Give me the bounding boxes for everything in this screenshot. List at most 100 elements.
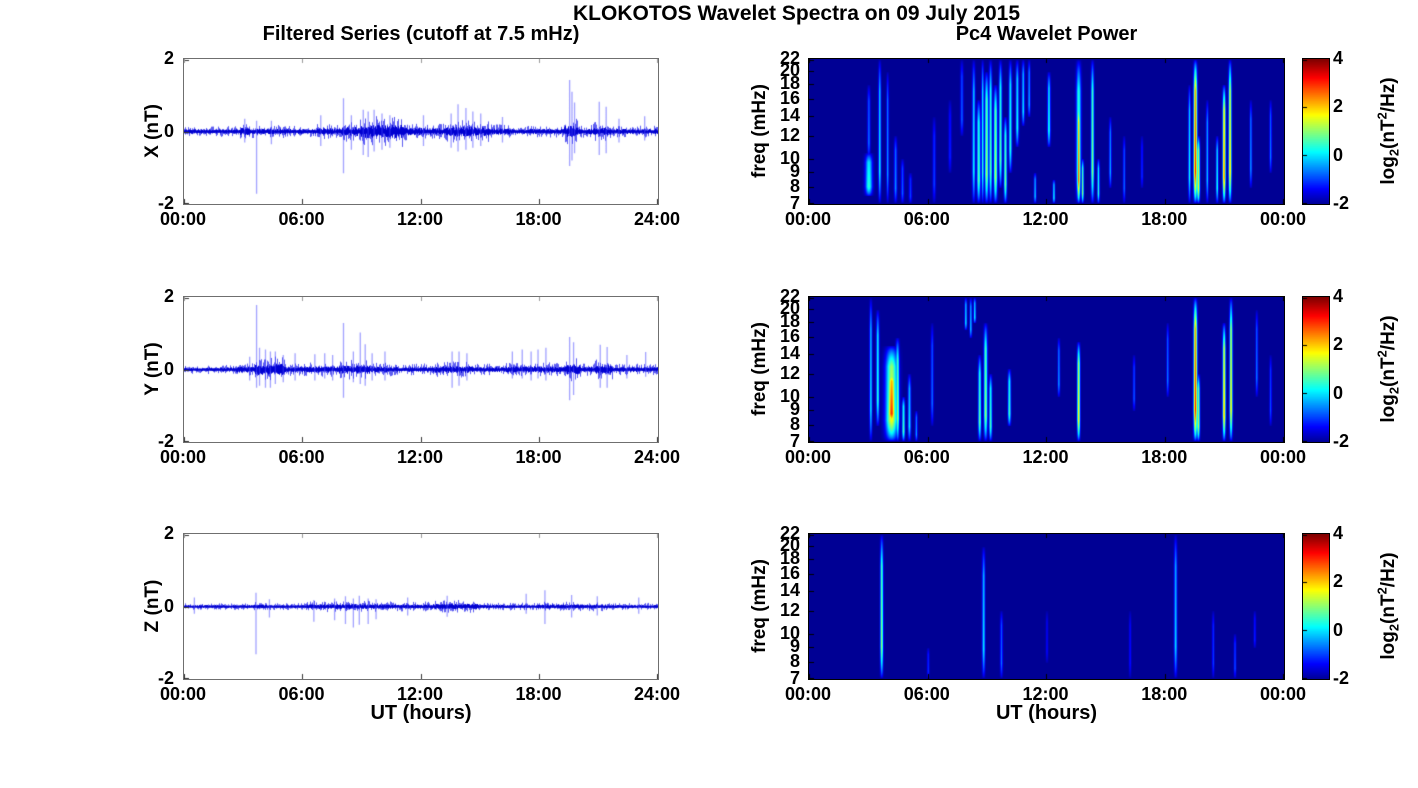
freq-tick-label: 16 xyxy=(779,88,800,109)
ut-hours-label-left: UT (hours) xyxy=(370,702,472,724)
spectrogram-plot-y xyxy=(808,296,1285,443)
time-axis-ticks-right-x: 00:00 06:00 12:00 18:00 00:00 xyxy=(785,209,1306,231)
freq-tick-label: 16 xyxy=(779,563,800,584)
timeseries-plot-y xyxy=(183,296,659,443)
time-tick-label: 00:00 xyxy=(159,684,207,704)
time-tick-label: 00:00 xyxy=(159,447,207,467)
colorbar-tick-label: 4 xyxy=(1333,286,1344,306)
colorbar-label-end: /Hz) xyxy=(1377,315,1399,351)
time-tick-label: 24:00 xyxy=(633,447,681,467)
timeseries-canvas-x xyxy=(184,59,658,204)
freq-tick-label: 16 xyxy=(779,326,800,347)
freq-axis-ticks-y: 22 20 18 16 14 12 10 9 8 7 xyxy=(740,286,804,451)
colorbar-ticks-x: 4 2 0 -2 xyxy=(1333,48,1375,213)
colorbar-label-mid: (nT xyxy=(1377,357,1399,387)
colorbar-label-y: log2(nT2/Hz) xyxy=(1373,287,1402,452)
freq-tick-label: 18 xyxy=(779,548,800,569)
freq-tick-label: 18 xyxy=(779,311,800,332)
freq-tick-label: 9 xyxy=(789,636,800,657)
freq-tick-label: 12 xyxy=(779,599,800,620)
colorbar-label-mid: (nT xyxy=(1377,594,1399,624)
freq-tick-label: 22 xyxy=(779,48,800,68)
colorbar-label-sub: 2 xyxy=(1386,148,1402,157)
freq-tick-label: 9 xyxy=(789,399,800,420)
y-tick-label: 0 xyxy=(163,358,174,379)
timeseries-canvas-z xyxy=(184,534,658,679)
time-tick-label: 06:00 xyxy=(903,447,950,467)
freq-tick-label: 14 xyxy=(779,580,800,601)
freq-tick-label: 20 xyxy=(779,298,800,319)
freq-tick-label: 7 xyxy=(789,193,800,213)
left-column-title: Filtered Series (cutoff at 7.5 mHz) xyxy=(262,23,580,45)
freq-tick-label: 20 xyxy=(779,60,800,81)
time-tick-label: 00:00 xyxy=(159,209,207,229)
freq-tick-label: 18 xyxy=(779,73,800,94)
time-tick-label: 12:00 xyxy=(1022,684,1069,704)
time-tick-label: 06:00 xyxy=(903,209,950,229)
time-tick-label: 12:00 xyxy=(1022,209,1069,229)
colorbar-label-mid: (nT xyxy=(1377,119,1399,149)
y-tick-label: 2 xyxy=(163,523,174,543)
colorbar-tick-label: 4 xyxy=(1333,523,1344,543)
colorbar-label-end: /Hz) xyxy=(1377,552,1399,588)
colorbar-label-sup: 2 xyxy=(1374,587,1390,595)
colorbar-canvas-y xyxy=(1303,297,1329,442)
colorbar-x xyxy=(1302,58,1330,205)
freq-axis-ticks-z: 22 20 18 16 14 12 10 9 8 7 xyxy=(740,523,804,688)
y-tick-label: 2 xyxy=(163,48,174,68)
right-column-title: Pc4 Wavelet Power xyxy=(955,23,1138,45)
y-tick-label: -2 xyxy=(157,193,174,213)
colorbar-ticks-z: 4 2 0 -2 xyxy=(1333,523,1375,688)
spectrogram-canvas-z xyxy=(809,534,1284,679)
time-tick-label: 12:00 xyxy=(396,209,444,229)
colorbar-label-end: /Hz) xyxy=(1377,77,1399,113)
freq-tick-label: 10 xyxy=(779,147,800,168)
y-axis-ticks-x: 2 0 -2 xyxy=(140,48,178,213)
spectrogram-plot-z xyxy=(808,533,1285,680)
y-tick-label: 0 xyxy=(163,120,174,141)
colorbar-z xyxy=(1302,533,1330,680)
freq-tick-label: 10 xyxy=(779,622,800,643)
time-tick-label: 18:00 xyxy=(515,447,562,467)
colorbar-label-z: log2(nT2/Hz) xyxy=(1373,524,1402,689)
time-tick-label: 06:00 xyxy=(278,684,325,704)
colorbar-ticks-y: 4 2 0 -2 xyxy=(1333,286,1375,451)
time-tick-label: 00:00 xyxy=(784,447,832,467)
colorbar-label-sup: 2 xyxy=(1374,112,1390,120)
freq-tick-label: 14 xyxy=(779,343,800,364)
time-tick-label: 18:00 xyxy=(515,684,562,704)
colorbar-label-base: log xyxy=(1377,631,1399,660)
time-axis-ticks-left-x: 00:00 06:00 12:00 18:00 24:00 xyxy=(160,209,680,231)
freq-tick-label: 8 xyxy=(789,414,800,435)
colorbar-tick-label: -2 xyxy=(1333,668,1350,688)
time-tick-label: 24:00 xyxy=(633,209,681,229)
time-tick-label: 12:00 xyxy=(396,447,444,467)
colorbar-tick-label: 0 xyxy=(1333,382,1344,403)
y-axis-ticks-y: 2 0 -2 xyxy=(140,286,178,451)
colorbar-y xyxy=(1302,296,1330,443)
figure-title: KLOKOTOS Wavelet Spectra on 09 July 2015 xyxy=(573,2,1020,25)
y-axis-ticks-z: 2 0 -2 xyxy=(140,523,178,688)
time-tick-label: 18:00 xyxy=(1141,209,1188,229)
time-axis-ticks-left-z: 00:00 06:00 12:00 18:00 24:00 xyxy=(160,684,680,706)
colorbar-tick-label: 2 xyxy=(1333,571,1344,592)
time-tick-label: 06:00 xyxy=(278,209,325,229)
y-tick-label: 0 xyxy=(163,595,174,616)
freq-tick-label: 14 xyxy=(779,105,800,126)
spectrogram-canvas-y xyxy=(809,297,1284,442)
time-axis-ticks-right-z: 00:00 06:00 12:00 18:00 00:00 xyxy=(785,684,1306,706)
time-tick-label: 00:00 xyxy=(784,684,832,704)
colorbar-label-x: log2(nT2/Hz) xyxy=(1373,49,1402,214)
timeseries-plot-x xyxy=(183,58,659,205)
freq-tick-label: 20 xyxy=(779,535,800,556)
timeseries-canvas-y xyxy=(184,297,658,442)
freq-tick-label: 9 xyxy=(789,161,800,182)
time-tick-label: 00:00 xyxy=(784,209,832,229)
time-tick-label: 18:00 xyxy=(1141,447,1188,467)
colorbar-tick-label: 0 xyxy=(1333,144,1344,165)
y-tick-label: 2 xyxy=(163,286,174,306)
colorbar-tick-label: 4 xyxy=(1333,48,1344,68)
time-tick-label: 18:00 xyxy=(1141,684,1188,704)
time-tick-label: 00:00 xyxy=(1259,209,1307,229)
colorbar-tick-label: 2 xyxy=(1333,334,1344,355)
